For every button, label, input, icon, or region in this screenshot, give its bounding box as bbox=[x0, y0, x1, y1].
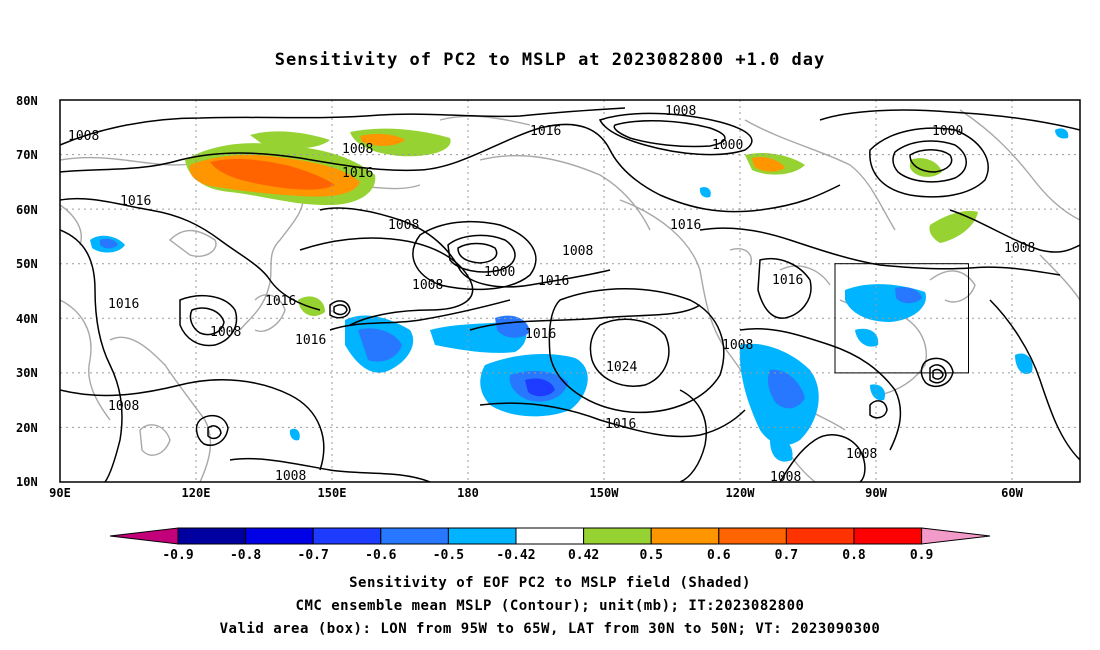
colorbar-labels: -0.9 -0.8 -0.7 -0.6 -0.5 -0.42 0.42 0.5 … bbox=[162, 548, 933, 563]
contour-label: 1008 bbox=[388, 218, 419, 233]
lon-label: 60W bbox=[1001, 486, 1023, 500]
colorbar-label: -0.42 bbox=[496, 548, 535, 563]
colorbar-segment bbox=[583, 527, 652, 545]
colorbar-segment bbox=[380, 527, 449, 545]
contour-label: 1016 bbox=[342, 166, 373, 181]
colorbar-label: -0.6 bbox=[365, 548, 396, 563]
lon-axis: 90E 120E 150E 180 150W 120W 90W 60W bbox=[49, 486, 1023, 500]
lon-label: 180 bbox=[457, 486, 479, 500]
colorbar-segment bbox=[447, 527, 517, 545]
lat-label: 70N bbox=[16, 148, 38, 162]
lon-label: 120E bbox=[182, 486, 211, 500]
colorbar-segment bbox=[515, 527, 585, 545]
contour-label: 1016 bbox=[120, 194, 151, 209]
contour-label: 1008 bbox=[275, 469, 306, 484]
colorbar-low-triangle bbox=[109, 527, 179, 545]
colorbar-label: -0.9 bbox=[162, 548, 193, 563]
contour-label: 1024 bbox=[606, 360, 637, 375]
contour-label: 1016 bbox=[295, 333, 326, 348]
contour-label: 1008 bbox=[722, 338, 753, 353]
caption-contour: CMC ensemble mean MSLP (Contour); unit(m… bbox=[295, 598, 805, 614]
colorbar-label: 0.42 bbox=[568, 548, 599, 563]
lat-label: 40N bbox=[16, 312, 38, 326]
contour-label: 1016 bbox=[530, 124, 561, 139]
lon-label: 90W bbox=[865, 486, 887, 500]
contour-label: 1008 bbox=[108, 399, 139, 414]
colorbar-segment bbox=[718, 527, 787, 545]
negative-shading bbox=[90, 128, 1069, 462]
contour-label: 1016 bbox=[538, 274, 569, 289]
colorbar bbox=[109, 527, 991, 545]
contour-label: 1000 bbox=[712, 138, 743, 153]
contour-label: 1008 bbox=[412, 278, 443, 293]
lat-axis: 80N 70N 60N 50N 40N 30N 20N 10N bbox=[16, 94, 38, 489]
contour-label: 1016 bbox=[108, 297, 139, 312]
colorbar-label: 0.7 bbox=[775, 548, 798, 563]
contour-label: 1008 bbox=[846, 447, 877, 462]
colorbar-label: -0.7 bbox=[298, 548, 329, 563]
map-title: Sensitivity of PC2 to MSLP at 2023082800… bbox=[274, 50, 826, 70]
colorbar-segment bbox=[650, 527, 720, 545]
lat-label: 30N bbox=[16, 366, 38, 380]
contour-label: 1008 bbox=[665, 104, 696, 119]
contour-label: 1016 bbox=[605, 417, 636, 432]
contour-label: 1008 bbox=[210, 325, 241, 340]
colorbar-label: -0.5 bbox=[433, 548, 464, 563]
contour-label: 1008 bbox=[342, 142, 373, 157]
lat-label: 50N bbox=[16, 257, 38, 271]
contour-label: 1016 bbox=[670, 218, 701, 233]
colorbar-segment bbox=[853, 527, 923, 545]
valid-area-box bbox=[834, 263, 969, 374]
caption-shading: Sensitivity of EOF PC2 to MSLP field (Sh… bbox=[349, 575, 751, 591]
contour-label: 1008 bbox=[562, 244, 593, 259]
colorbar-segment bbox=[785, 527, 855, 545]
contour-label: 1000 bbox=[484, 265, 515, 280]
lon-label: 150E bbox=[318, 486, 347, 500]
colorbar-segment bbox=[312, 527, 382, 545]
colorbar-segment bbox=[177, 527, 247, 545]
contour-label: 1008 bbox=[1004, 241, 1035, 256]
colorbar-label: 0.5 bbox=[639, 548, 662, 563]
contour-label: 1016 bbox=[525, 327, 556, 342]
positive-shading bbox=[185, 128, 978, 316]
contour-label: 1008 bbox=[68, 129, 99, 144]
contour-label: 1016 bbox=[772, 273, 803, 288]
map-frame bbox=[59, 99, 1081, 483]
lat-label: 10N bbox=[16, 475, 38, 489]
contour-labels: 1008 1008 1016 1016 1008 1000 1000 1016 … bbox=[68, 104, 1035, 485]
colorbar-label: 0.9 bbox=[910, 548, 933, 563]
lat-label: 20N bbox=[16, 421, 38, 435]
colorbar-segment bbox=[245, 527, 314, 545]
contour-label: 1016 bbox=[265, 294, 296, 309]
contour-label: 1000 bbox=[932, 124, 963, 139]
lat-label: 60N bbox=[16, 203, 38, 217]
lon-label: 90E bbox=[49, 486, 71, 500]
lon-label: 120W bbox=[726, 486, 756, 500]
colorbar-label: 0.6 bbox=[707, 548, 731, 563]
colorbar-high-triangle bbox=[921, 527, 991, 545]
lon-label: 150W bbox=[590, 486, 620, 500]
colorbar-label: -0.8 bbox=[230, 548, 261, 563]
lat-label: 80N bbox=[16, 94, 38, 108]
mslp-contours bbox=[60, 107, 1080, 482]
colorbar-label: 0.8 bbox=[842, 548, 866, 563]
caption-valid-area: Valid area (box): LON from 95W to 65W, L… bbox=[219, 621, 881, 637]
